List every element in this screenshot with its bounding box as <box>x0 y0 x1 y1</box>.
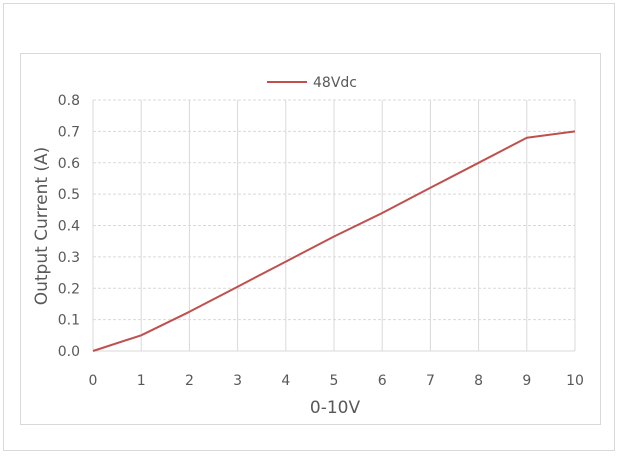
y-tick-label: 0.5 <box>58 187 80 203</box>
x-tick-label: 6 <box>378 373 387 389</box>
y-tick-label: 0.2 <box>58 281 80 297</box>
x-tick-label: 9 <box>522 373 531 389</box>
x-tick-labels: 0 1 2 3 4 5 6 7 8 9 10 <box>89 373 584 389</box>
x-axis-title: 0-10V <box>310 398 361 418</box>
y-tick-label: 0.3 <box>58 250 80 266</box>
x-tick-label: 7 <box>426 373 435 389</box>
horizontal-gridlines <box>93 99 575 321</box>
y-tick-label: 0.8 <box>58 93 80 109</box>
x-tick-label: 8 <box>474 373 483 389</box>
x-tick-label: 3 <box>233 373 242 389</box>
axes <box>92 100 575 352</box>
y-tick-label: 0.1 <box>58 313 80 329</box>
x-tick-label: 10 <box>566 373 584 389</box>
legend: 48Vdc <box>267 75 357 91</box>
x-tick-label: 0 <box>89 373 98 389</box>
y-tick-labels: 0.0 0.1 0.2 0.3 0.4 0.5 0.6 0.7 0.8 <box>58 93 80 360</box>
x-tick-label: 4 <box>281 373 290 389</box>
x-tick-label: 2 <box>185 373 194 389</box>
y-tick-label: 0.4 <box>58 219 80 235</box>
y-axis-title: Output Current (A) <box>32 147 52 306</box>
x-tick-label: 1 <box>137 373 146 389</box>
y-tick-label: 0.0 <box>58 344 80 360</box>
y-tick-label: 0.7 <box>58 124 80 140</box>
x-tick-label: 5 <box>330 373 339 389</box>
legend-label-48vdc: 48Vdc <box>313 75 357 91</box>
y-tick-label: 0.6 <box>58 156 80 172</box>
series-lines <box>92 130 576 352</box>
chart-area <box>20 53 601 425</box>
series-line-0 <box>92 130 576 352</box>
